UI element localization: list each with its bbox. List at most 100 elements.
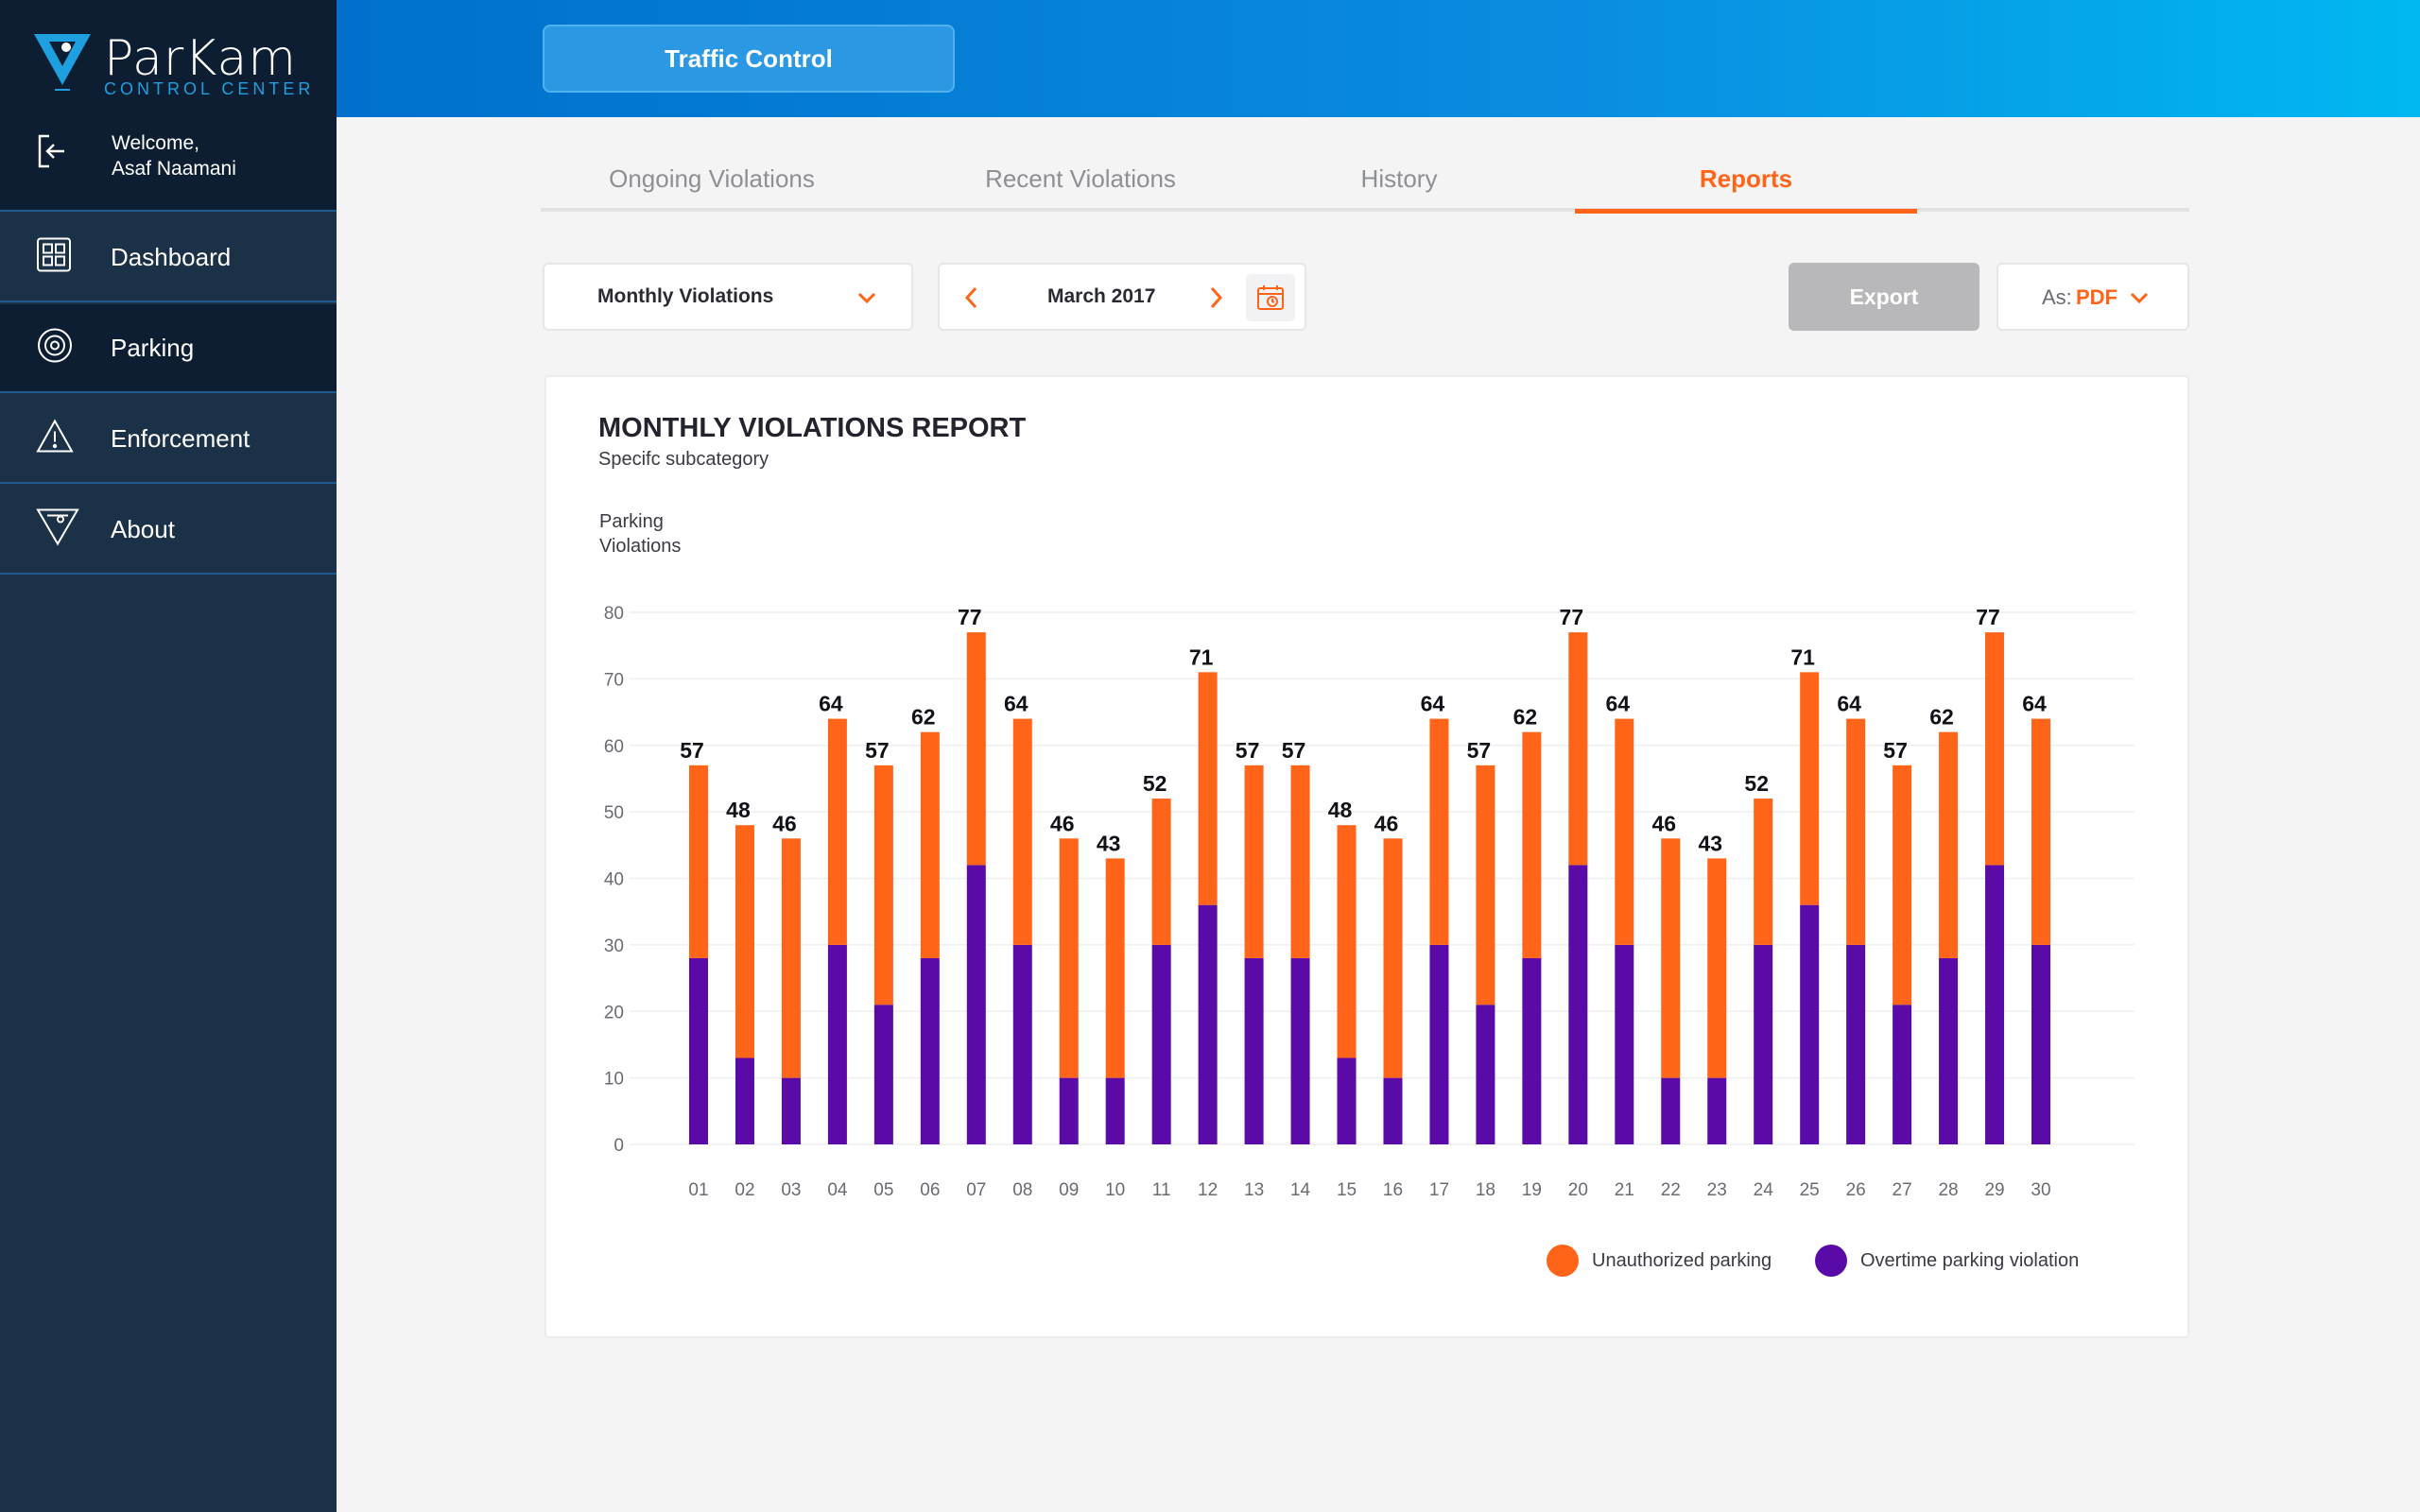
sidebar-item-parking[interactable]: Parking (0, 304, 337, 393)
period-picker: March 2017 (938, 263, 1306, 331)
sidebar-item-enforcement[interactable]: Enforcement (0, 395, 337, 484)
tab-ongoing-violations[interactable]: Ongoing Violations (609, 164, 815, 193)
x-tick-label: 07 (966, 1180, 986, 1200)
y-tick-label: 80 (604, 604, 624, 624)
tab-recent-violations[interactable]: Recent Violations (985, 164, 1176, 193)
bar-overtime (1893, 1005, 1912, 1144)
bar-total-label: 46 (772, 811, 797, 835)
x-tick-label: 19 (1522, 1180, 1542, 1200)
sidebar-item-label: Dashboard (111, 242, 232, 271)
bar-overtime (1290, 957, 1310, 1144)
bar-unauthorized (1939, 731, 1959, 958)
x-tick-label: 29 (1984, 1180, 2004, 1200)
x-tick-label: 05 (873, 1180, 893, 1200)
bar-overtime (873, 1005, 893, 1144)
x-tick-label: 06 (920, 1180, 940, 1200)
chevron-down-icon (856, 287, 877, 313)
bar-overtime (1198, 904, 1218, 1144)
legend-swatch (1815, 1245, 1847, 1277)
x-tick-label: 17 (1429, 1180, 1449, 1200)
bar-unauthorized (1429, 718, 1449, 945)
bar-total-label: 57 (1282, 738, 1306, 763)
sidebar-item-label: Enforcement (111, 423, 251, 453)
sidebar-item-dashboard[interactable]: Dashboard (0, 214, 337, 302)
bar-unauthorized (1893, 765, 1912, 1005)
bar-unauthorized (1754, 799, 1773, 945)
bar-unauthorized (1059, 838, 1079, 1078)
report-type-select[interactable]: Monthly Violations (543, 263, 913, 331)
bar-total-label: 64 (819, 692, 843, 716)
export-button[interactable]: Export (1789, 263, 1979, 331)
bar-overtime (827, 944, 847, 1144)
x-tick-label: 11 (1152, 1180, 1171, 1200)
calendar-icon[interactable] (1246, 274, 1295, 321)
y-tick-label: 20 (604, 1003, 624, 1022)
bar-overtime (781, 1077, 801, 1144)
bar-unauthorized (1012, 718, 1032, 945)
report-tabs: Ongoing Violations Recent Violations His… (541, 159, 2189, 214)
bar-unauthorized (689, 765, 708, 958)
chart-subtitle: Specifc subcategory (598, 449, 769, 470)
bar-overtime (1661, 1077, 1681, 1144)
x-tick-label: 23 (1707, 1180, 1727, 1200)
tab-reports[interactable]: Reports (1575, 159, 1917, 214)
bar-overtime (1476, 1005, 1495, 1144)
parkam-logo-icon (32, 30, 93, 95)
legend-unauthorized: Unauthorized parking (1547, 1245, 1772, 1277)
format-select[interactable]: As: PDF (1996, 263, 2189, 331)
bar-overtime (735, 1057, 754, 1144)
bar-unauthorized (735, 825, 754, 1058)
bar-total-label: 46 (1050, 811, 1075, 835)
bar-unauthorized (1707, 858, 1727, 1078)
chevron-right-icon[interactable] (1206, 285, 1225, 315)
bar-total-label: 77 (1560, 605, 1584, 629)
bar-unauthorized (1615, 718, 1634, 945)
bar-overtime (1151, 944, 1171, 1144)
sidebar-item-about[interactable]: About (0, 486, 337, 575)
bar-total-label: 77 (958, 605, 982, 629)
bar-unauthorized (1151, 799, 1171, 945)
bar-unauthorized (1568, 632, 1588, 866)
bar-overtime (1568, 865, 1588, 1144)
x-tick-label: 04 (827, 1180, 848, 1200)
x-tick-label: 08 (1012, 1180, 1032, 1200)
bar-total-label: 62 (1929, 705, 1954, 730)
sidebar-item-label: Parking (111, 333, 195, 362)
target-icon (36, 327, 74, 369)
x-tick-label: 12 (1198, 1180, 1218, 1200)
y-axis-label: Parking Violations (599, 509, 681, 558)
top-header: Traffic Control (337, 0, 2420, 117)
y-axis-label-line: Violations (599, 536, 682, 557)
bar-overtime (1429, 944, 1449, 1144)
y-tick-label: 40 (604, 870, 624, 890)
bar-total-label: 64 (1606, 692, 1631, 716)
tab-history[interactable]: History (1360, 164, 1438, 193)
x-tick-label: 03 (781, 1180, 801, 1200)
chart-title: MONTHLY VIOLATIONS REPORT (598, 413, 1027, 443)
bar-total-label: 62 (1513, 705, 1538, 730)
period-value: March 2017 (1047, 285, 1156, 307)
bar-overtime (1059, 1077, 1079, 1144)
chevron-left-icon[interactable] (962, 285, 981, 315)
legend-swatch (1547, 1245, 1579, 1277)
bar-overtime (689, 957, 708, 1144)
bar-unauthorized (2031, 718, 2050, 945)
bar-overtime (1800, 904, 1820, 1144)
bar-total-label: 46 (1651, 811, 1676, 835)
bar-total-label: 52 (1744, 771, 1769, 796)
bar-unauthorized (1198, 672, 1218, 905)
bar-unauthorized (873, 765, 893, 1005)
bar-total-label: 52 (1143, 771, 1167, 796)
bar-unauthorized (827, 718, 847, 945)
traffic-control-button[interactable]: Traffic Control (543, 25, 955, 93)
bar-unauthorized (966, 632, 986, 866)
y-tick-label: 50 (604, 803, 624, 823)
bar-total-label: 48 (1328, 798, 1353, 822)
y-tick-label: 60 (604, 737, 624, 757)
chevron-down-icon (2129, 287, 2150, 313)
bar-overtime (920, 957, 940, 1144)
logout-icon[interactable] (36, 132, 74, 175)
bar-total-label: 57 (680, 738, 704, 763)
bar-unauthorized (1337, 825, 1357, 1058)
bar-overtime (1105, 1077, 1125, 1144)
